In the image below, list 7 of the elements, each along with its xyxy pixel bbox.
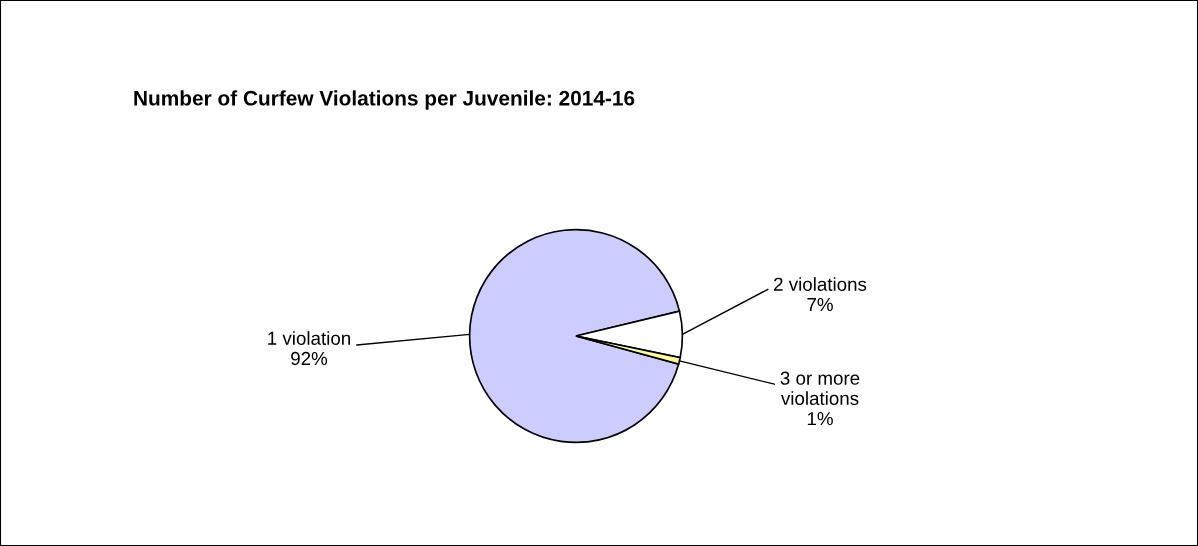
slice-label: 1 violation [268,331,350,345]
data-label: 7% [807,297,833,312]
chart-title: Number of Curfew Violations per Juvenile: 2014-16 [134,90,635,110]
data-label: 1% [807,412,833,426]
slice-label: 3 or more violations [780,371,860,406]
data-label: 92% [291,351,328,366]
slice-label: 2 violations [774,277,867,291]
